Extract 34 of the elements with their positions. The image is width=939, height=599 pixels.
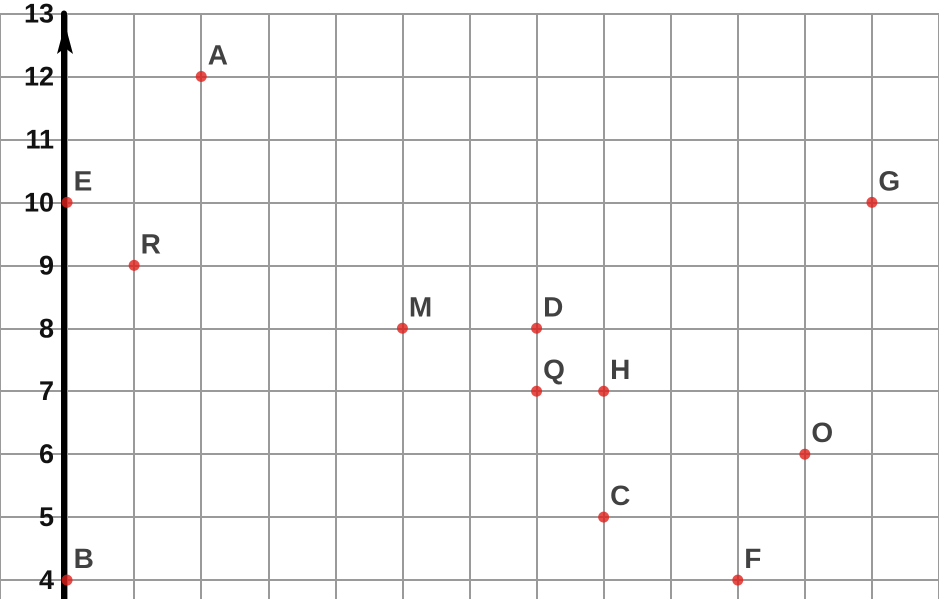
- point: [531, 322, 542, 334]
- point: [531, 386, 542, 397]
- data-label: H: [610, 354, 630, 386]
- data-label: E: [74, 165, 92, 196]
- point: [396, 322, 408, 334]
- y-tick-label: 4: [38, 565, 54, 596]
- data-label: F: [744, 543, 762, 574]
- y-tick-label: 5: [38, 502, 54, 532]
- point: [598, 386, 610, 397]
- y-tick-label: 9: [38, 250, 54, 280]
- point: [799, 448, 810, 460]
- data-label: D: [543, 291, 564, 322]
- point: [62, 574, 73, 586]
- point: [732, 574, 744, 586]
- y-tick-label: 7: [38, 376, 54, 406]
- point: [196, 70, 207, 82]
- data-label: M: [408, 291, 432, 322]
- point: [62, 196, 73, 208]
- data-label: Q: [543, 354, 565, 386]
- y-tick-label: 12: [24, 61, 54, 92]
- data-label: A: [208, 39, 228, 70]
- y-tick-label: 11: [25, 124, 54, 154]
- data-label: O: [811, 417, 834, 448]
- point: [866, 196, 878, 208]
- y-tick-label: 8: [38, 313, 54, 344]
- data-label: R: [140, 228, 161, 260]
- y-tick-label: 10: [24, 187, 54, 218]
- point: [598, 512, 610, 523]
- y-tick-label: 6: [38, 439, 54, 470]
- data-label: C: [610, 480, 630, 512]
- y-tick-label: 13: [24, 0, 54, 28]
- data-label: B: [74, 543, 94, 574]
- point: [128, 260, 140, 271]
- data-label: G: [878, 165, 900, 196]
